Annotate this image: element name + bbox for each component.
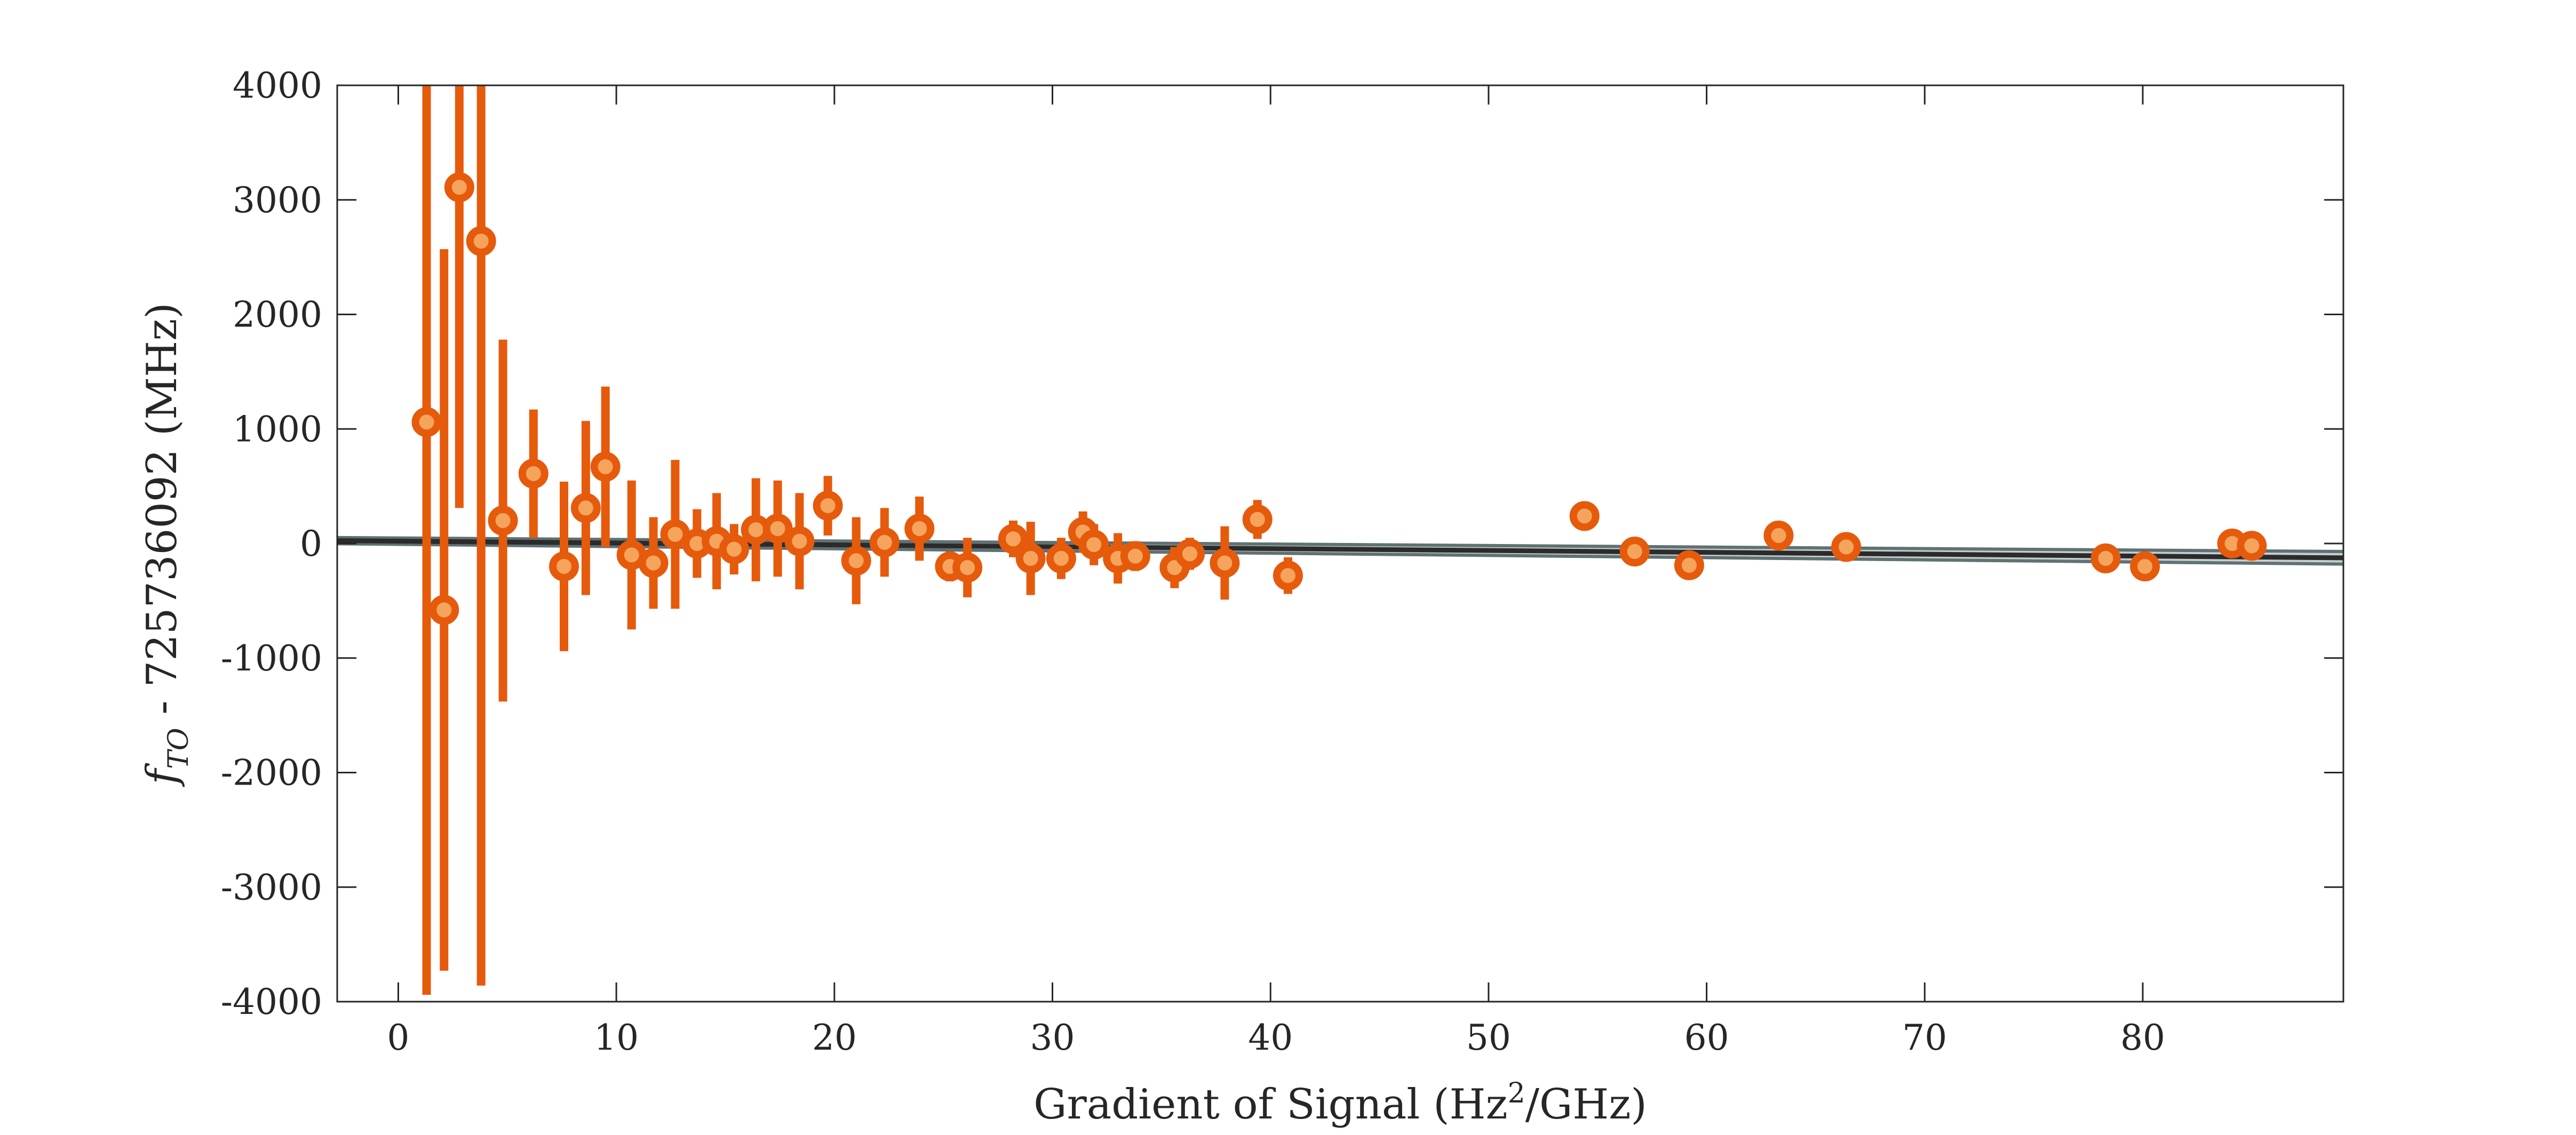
x-axis-title: Gradient of Signal (Hz2/GHz): [1033, 1077, 1647, 1129]
x-tick-label: 60: [1684, 1017, 1729, 1058]
y-tick-label: 4000: [233, 65, 322, 106]
data-point: [841, 546, 871, 576]
x-tick-label: 10: [594, 1017, 639, 1058]
data-point: [638, 548, 669, 578]
x-tick-label: 50: [1466, 1017, 1511, 1058]
x-tick-label: 80: [2120, 1017, 2165, 1058]
x-tick-label: 40: [1248, 1017, 1293, 1058]
data-point: [998, 524, 1028, 554]
data-point: [444, 172, 474, 203]
data-point: [1015, 543, 1046, 573]
data-point: [1763, 520, 1794, 550]
axes: [336, 84, 2344, 1003]
y-tick-label: 1000: [233, 409, 322, 450]
y-tick-label: -2000: [221, 753, 322, 794]
data-point: [570, 493, 601, 523]
data-point: [952, 553, 983, 583]
x-tick-label: 70: [1902, 1017, 1947, 1058]
data-point: [1674, 550, 1704, 580]
x-tick-label: 20: [812, 1017, 857, 1058]
y-tick-label: -3000: [221, 867, 322, 908]
data-point: [1619, 537, 1650, 567]
y-tick-label: -4000: [221, 981, 322, 1022]
y-tick-label: 2000: [233, 294, 322, 335]
data-point: [1569, 501, 1600, 531]
data-point: [904, 514, 935, 544]
data-layer: [411, 85, 2267, 995]
data-point: [1175, 539, 1205, 569]
data-point: [2090, 543, 2121, 573]
data-point: [2237, 531, 2267, 561]
data-point: [1210, 548, 1240, 578]
data-point: [1079, 530, 1109, 560]
data-point: [784, 526, 815, 556]
y-tick-label: 3000: [233, 180, 322, 221]
data-point: [1120, 541, 1150, 571]
data-point: [2130, 551, 2160, 581]
data-point: [518, 459, 548, 489]
y-axis-title: fTO - 725736092 (MHz): [138, 302, 195, 787]
data-point: [1831, 532, 1862, 562]
data-point: [719, 534, 749, 564]
data-point: [813, 491, 843, 521]
x-tick-label: 0: [387, 1017, 409, 1058]
data-point: [429, 595, 459, 625]
data-point: [590, 452, 621, 482]
x-tick-label: 30: [1030, 1017, 1075, 1058]
tick-labels: 0 10 20 30 40 50 60 70 80 -4000 -3000 -2000 -1000 0 10…: [221, 65, 2165, 1058]
data-point: [1046, 543, 1076, 573]
data-point: [466, 226, 496, 257]
data-point: [549, 551, 579, 581]
data-point: [762, 514, 793, 544]
data-point: [869, 527, 900, 557]
y-tick-label: 0: [300, 523, 322, 564]
y-tick-label: -1000: [221, 638, 322, 679]
data-point: [1242, 504, 1273, 534]
data-point: [1273, 561, 1303, 591]
data-point: [488, 506, 518, 536]
data-point: [411, 407, 442, 437]
